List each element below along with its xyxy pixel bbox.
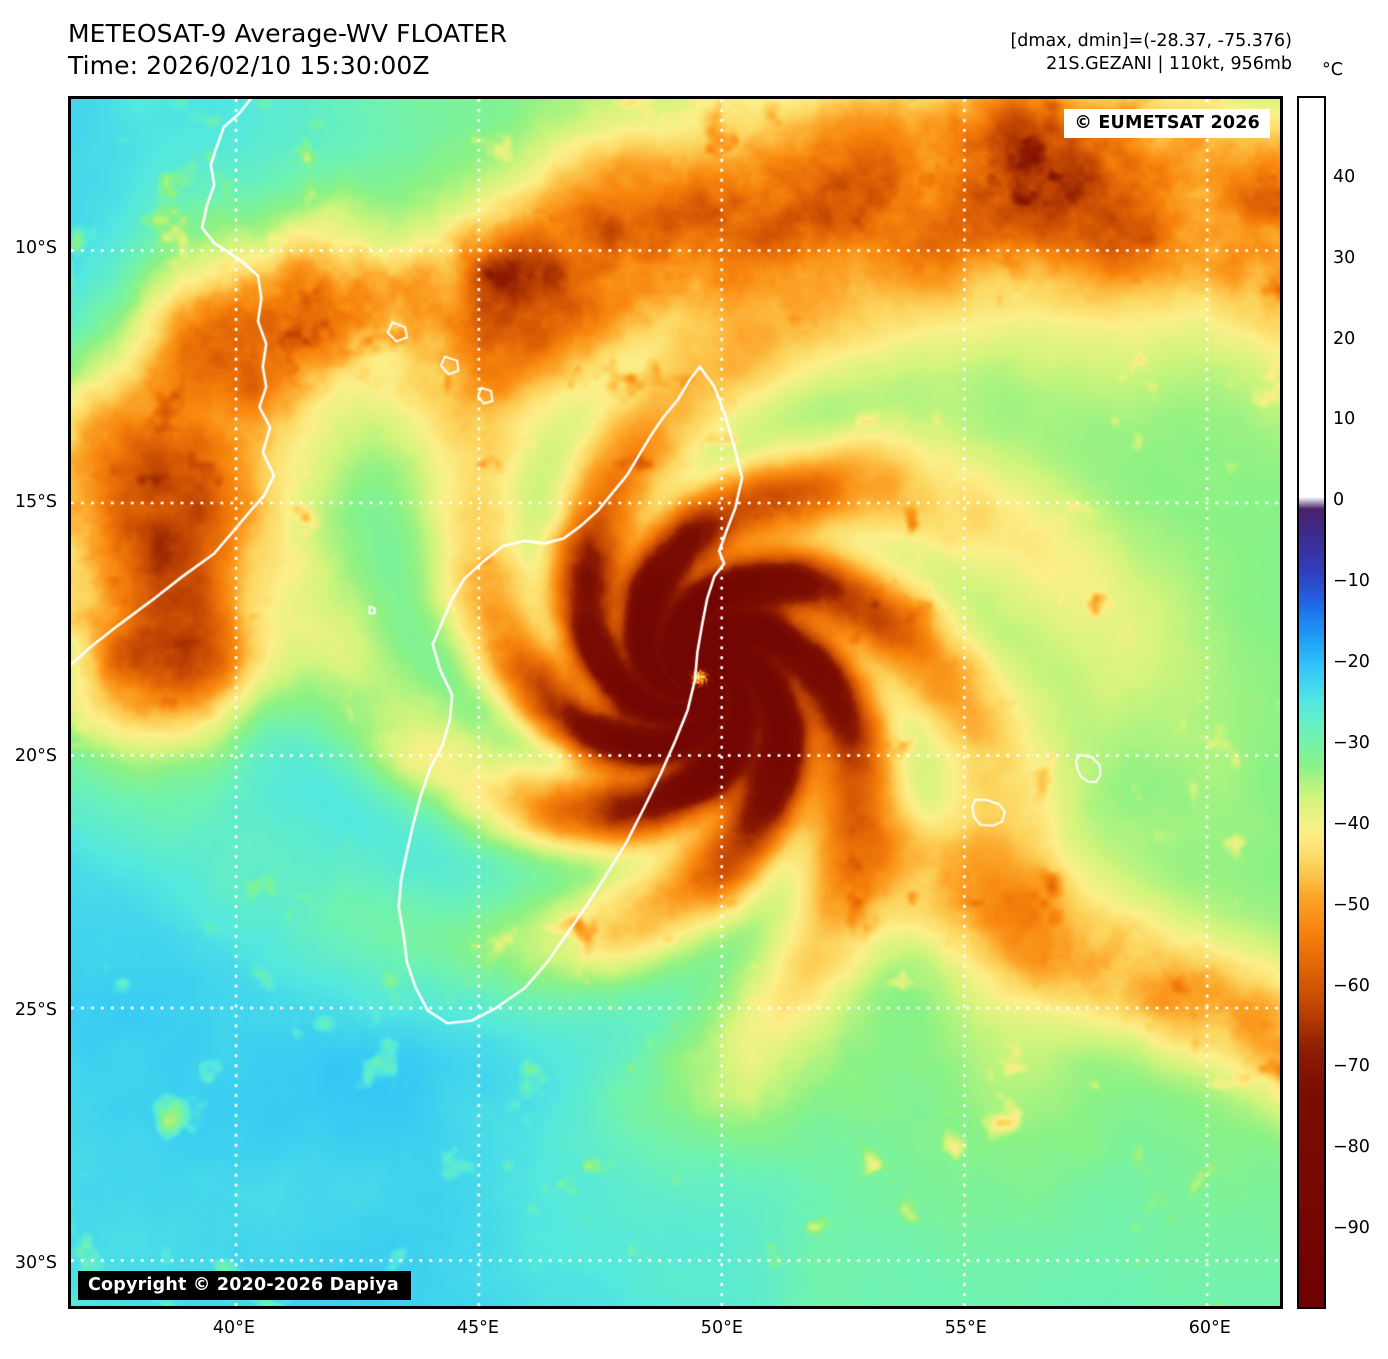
colorbar-tick--20: −20 bbox=[1333, 652, 1370, 673]
lat-tick-15°S: 15°S bbox=[14, 492, 57, 513]
lat-tick-20°S: 20°S bbox=[14, 745, 57, 766]
colorbar-tick--60: −60 bbox=[1333, 975, 1370, 996]
colorbar bbox=[1297, 96, 1326, 1309]
timestamp: Time: 2026/02/10 15:30:00Z bbox=[68, 51, 430, 80]
dapiya-copyright-banner: Copyright © 2020-2026 Dapiya bbox=[78, 1271, 411, 1300]
lon-tick-50°E: 50°E bbox=[700, 1318, 743, 1338]
lon-tick-45°E: 45°E bbox=[456, 1318, 499, 1338]
colorbar-tick-10: 10 bbox=[1333, 409, 1356, 430]
colorbar-tick--30: −30 bbox=[1333, 732, 1370, 753]
data-range-readout: [dmax, dmin]=(-28.37, -75.376) bbox=[1010, 31, 1292, 51]
lat-tick-10°S: 10°S bbox=[14, 238, 57, 259]
colorbar-tick--10: −10 bbox=[1333, 571, 1370, 592]
lat-tick-25°S: 25°S bbox=[14, 999, 57, 1020]
metadata-block: [dmax, dmin]=(-28.37, -75.376) 21S.GEZAN… bbox=[1010, 30, 1292, 76]
colorbar-tick-30: 30 bbox=[1333, 247, 1356, 268]
lat-tick-30°S: 30°S bbox=[14, 1253, 57, 1274]
colorbar-unit-label: °C bbox=[1322, 60, 1343, 80]
lon-tick-55°E: 55°E bbox=[944, 1318, 987, 1338]
storm-info-readout: 21S.GEZANI | 110kt, 956mb bbox=[1046, 53, 1292, 74]
colorbar-tick--40: −40 bbox=[1333, 813, 1370, 834]
colorbar-gradient bbox=[1299, 98, 1324, 1307]
colorbar-tick-0: 0 bbox=[1333, 490, 1345, 511]
title-block: METEOSAT-9 Average-WV FLOATER Time: 2026… bbox=[68, 18, 507, 82]
colorbar-tick--70: −70 bbox=[1333, 1056, 1370, 1077]
colorbar-tick--80: −80 bbox=[1333, 1137, 1370, 1158]
eumetsat-copyright-badge: © EUMETSAT 2026 bbox=[1064, 109, 1270, 138]
page-title: METEOSAT-9 Average-WV FLOATER bbox=[68, 19, 508, 48]
lon-tick-40°E: 40°E bbox=[212, 1318, 255, 1338]
lon-tick-60°E: 60°E bbox=[1188, 1318, 1231, 1338]
colorbar-tick--90: −90 bbox=[1333, 1218, 1370, 1239]
coastline-gridline-overlay bbox=[71, 99, 1280, 1306]
satellite-map[interactable]: © EUMETSAT 2026 Copyright © 2020-2026 Da… bbox=[68, 96, 1283, 1309]
colorbar-tick--50: −50 bbox=[1333, 894, 1370, 915]
colorbar-tick-40: 40 bbox=[1333, 166, 1356, 187]
colorbar-tick-20: 20 bbox=[1333, 328, 1356, 349]
